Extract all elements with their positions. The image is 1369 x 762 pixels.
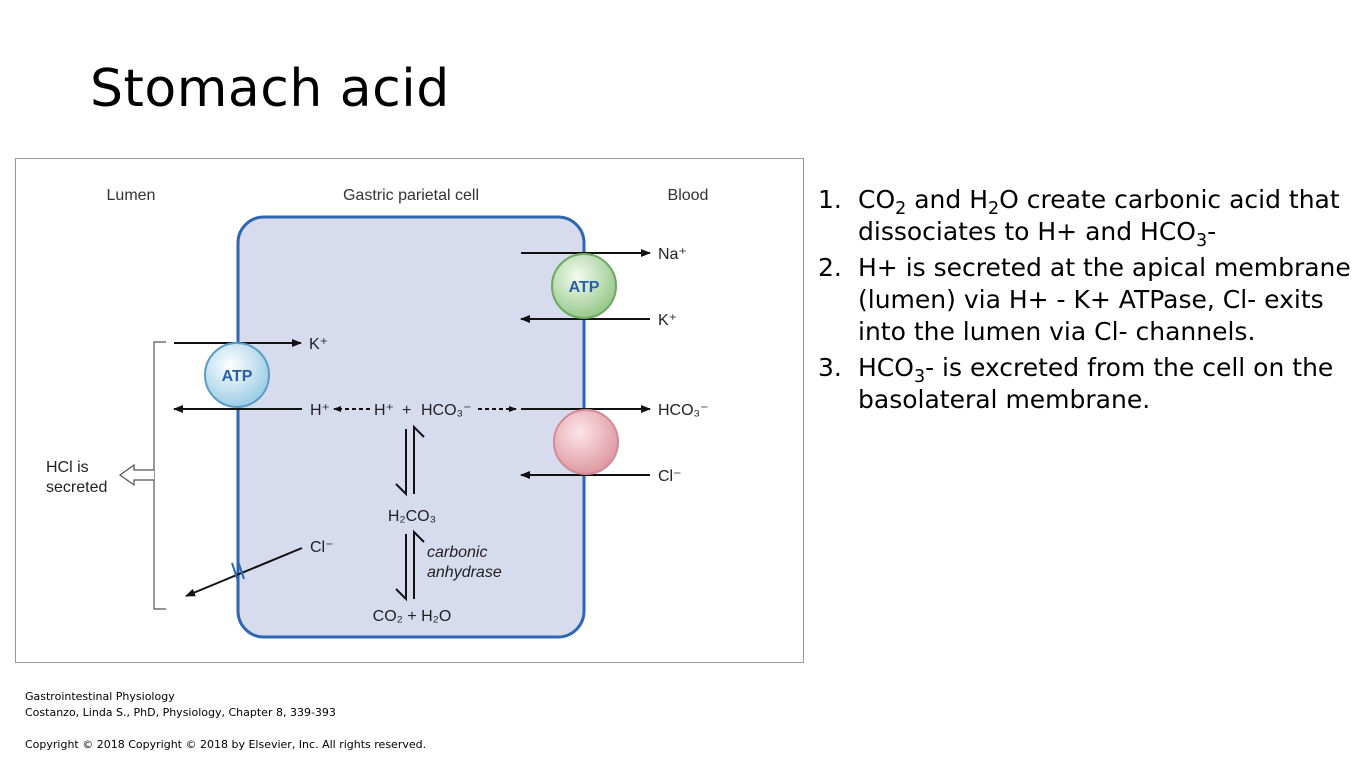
hco3-label-inner: HCO₃⁻ <box>421 402 472 419</box>
basolateral-atpase-pump <box>551 253 617 319</box>
step-item: 1. CO2 and H2O create carbonic acid that … <box>818 184 1363 251</box>
h2co3-label: H₂CO₃ <box>388 508 436 525</box>
h-label-secreted: H⁺ <box>310 402 330 419</box>
step-text: HCO3- is excreted from the cell on the b… <box>858 353 1334 414</box>
cl-efflux-arrow <box>185 547 303 597</box>
cl-hco3-exchanger <box>553 409 619 475</box>
h-label-inner: H⁺ <box>374 402 394 419</box>
k-label-blood: K⁺ <box>658 312 677 329</box>
hcl-label-line2: secreted <box>46 479 107 496</box>
cl-label-cell: Cl⁻ <box>310 539 334 556</box>
step-item: 2. H+ is secreted at the apical membrane … <box>818 252 1363 348</box>
atp-label-apical: ATP <box>222 368 253 385</box>
co2-h2o-label: CO₂ + H₂O <box>373 608 452 625</box>
enzyme-label-line1: carbonic <box>427 544 487 561</box>
steps-list: 1. CO2 and H2O create carbonic acid that … <box>818 184 1363 416</box>
blood-label: Blood <box>668 187 709 204</box>
hco3-label-blood: HCO₃⁻ <box>658 402 709 419</box>
enzyme-label-line2: anhydrase <box>427 564 502 581</box>
slide-title: Stomach acid <box>90 59 450 119</box>
hcl-bracket <box>153 341 166 610</box>
cl-label-blood: Cl⁻ <box>658 468 682 485</box>
hcl-label-line1: HCl is <box>46 459 89 476</box>
copyright-notice: Copyright © 2018 Copyright © 2018 by Els… <box>25 738 427 751</box>
citation-line-1: Gastrointestinal Physiology <box>25 690 175 703</box>
na-label: Na⁺ <box>658 246 687 263</box>
equilibrium-arrow-lower <box>395 529 425 602</box>
parietal-cell-body <box>236 215 586 639</box>
atp-label-basolateral: ATP <box>569 279 600 296</box>
step-text: CO2 and H2O create carbonic acid that di… <box>858 185 1340 251</box>
equilibrium-arrow-upper <box>395 424 425 497</box>
step-text: H+ is secreted at the apical membrane (l… <box>858 253 1351 346</box>
step-number: 1. <box>818 185 842 214</box>
citation-line-2: Costanzo, Linda S., PhD, Physiology, Cha… <box>25 706 336 719</box>
parietal-cell-figure: Lumen Gastric parietal cell Blood Na⁺ K⁺… <box>15 158 804 663</box>
step-number: 3. <box>818 353 842 382</box>
apical-proton-pump <box>204 342 270 408</box>
cell-label: Gastric parietal cell <box>343 187 479 204</box>
hcl-hollow-arrow <box>118 463 154 487</box>
lumen-label: Lumen <box>107 187 156 204</box>
plus-sign: + <box>402 402 411 419</box>
cl-channel-mark <box>231 560 245 582</box>
citation: Gastrointestinal Physiology Costanzo, Li… <box>25 689 336 721</box>
parietal-cell-diagram: Lumen Gastric parietal cell Blood Na⁺ K⁺… <box>46 187 709 639</box>
k-label-lumen: K⁺ <box>309 336 328 353</box>
step-item: 3. HCO3- is excreted from the cell on the… <box>818 352 1363 416</box>
step-number: 2. <box>818 253 842 282</box>
